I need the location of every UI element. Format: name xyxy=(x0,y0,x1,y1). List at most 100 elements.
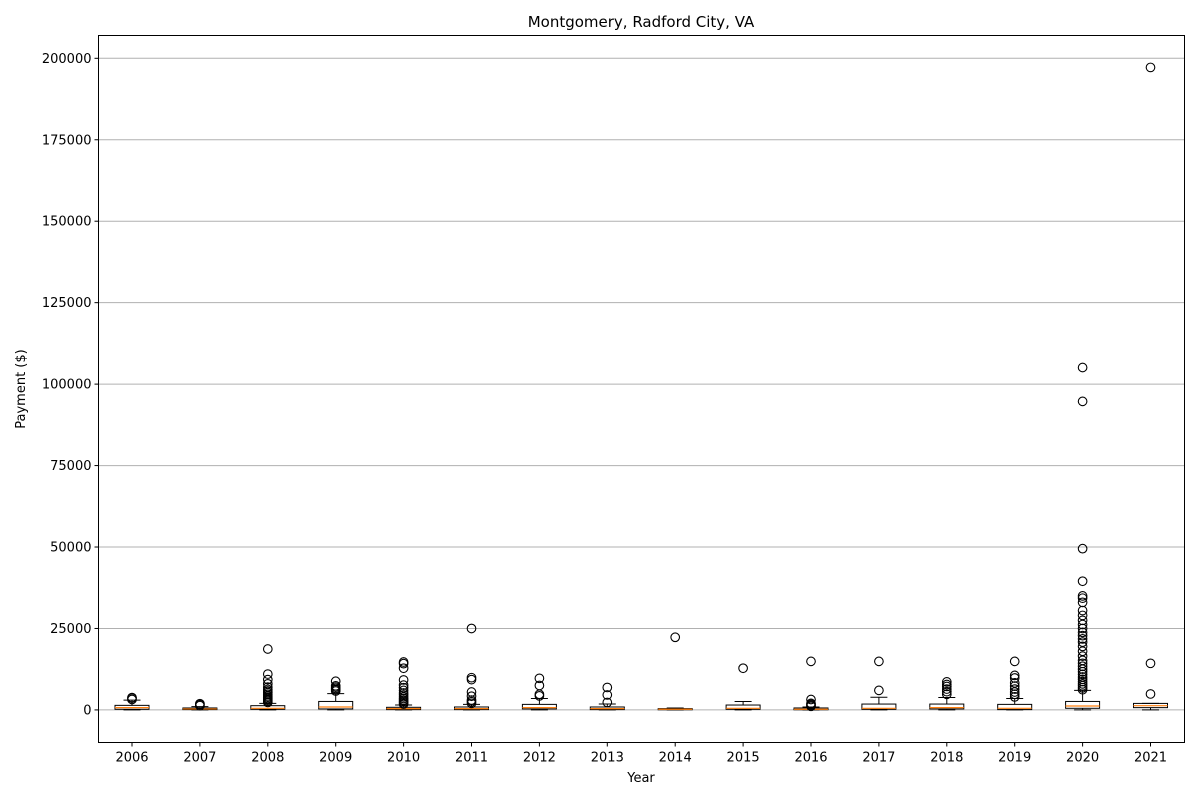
outlier-point xyxy=(398,657,409,667)
outlier-point xyxy=(262,679,273,689)
outlier-point xyxy=(398,685,409,696)
outlier-point xyxy=(1009,673,1020,683)
outlier-point xyxy=(1077,593,1088,604)
outlier-point xyxy=(1077,674,1088,685)
chart-title: Montgomery, Radford City, VA xyxy=(528,13,755,31)
outlier-point xyxy=(262,644,273,654)
box-group-2012 xyxy=(521,673,557,711)
x-tick-label: 2015 xyxy=(727,751,760,766)
iqr-box xyxy=(997,703,1033,711)
outlier-point xyxy=(398,675,409,685)
outlier-point xyxy=(398,688,409,698)
outlier-point xyxy=(262,674,273,685)
outlier-point xyxy=(602,690,613,700)
y-tick-label: 75000 xyxy=(50,459,91,474)
outlier-point xyxy=(398,663,409,674)
x-tick-label: 2014 xyxy=(659,751,692,766)
outlier-point xyxy=(874,656,884,667)
box-group-2017 xyxy=(861,656,897,711)
outlier-point xyxy=(195,698,205,709)
outlier-point xyxy=(1077,627,1088,638)
box-group-2013 xyxy=(589,682,625,711)
plot-frame xyxy=(98,35,1185,743)
x-axis-title: Year xyxy=(626,771,655,786)
iqr-box xyxy=(521,703,557,710)
box-group-2010 xyxy=(386,657,422,711)
outlier-point xyxy=(1077,634,1088,644)
outlier-point xyxy=(466,672,477,683)
x-tick-label: 2006 xyxy=(115,751,148,766)
outlier-point xyxy=(1077,543,1088,554)
outlier-point xyxy=(1077,615,1088,626)
outlier-point xyxy=(602,682,613,693)
iqr-box xyxy=(861,703,897,710)
box-group-2018 xyxy=(929,677,965,711)
x-tick-label: 2009 xyxy=(319,751,352,766)
outlier-point xyxy=(466,623,477,634)
outlier-point xyxy=(127,692,137,703)
outlier-point xyxy=(398,682,409,693)
outlier-point xyxy=(466,687,477,697)
outlier-point xyxy=(1077,597,1088,608)
box-group-2011 xyxy=(454,623,489,711)
y-tick-label: 0 xyxy=(83,703,91,718)
y-tick-label: 175000 xyxy=(42,133,92,148)
outlier-point xyxy=(941,689,952,700)
outlier-point xyxy=(1077,630,1088,641)
box-group-2021 xyxy=(1133,62,1168,711)
box-group-2014 xyxy=(657,632,693,711)
x-tick-label: 2007 xyxy=(183,751,216,766)
outlier-point xyxy=(1009,678,1020,688)
outlier-point xyxy=(1077,679,1088,689)
outlier-point xyxy=(330,680,341,691)
y-tick-label: 150000 xyxy=(42,215,92,230)
outlier-point xyxy=(1077,576,1088,587)
outlier-point xyxy=(806,698,816,709)
outlier-point xyxy=(941,677,952,687)
x-tick-label: 2017 xyxy=(862,751,895,766)
x-tick-label: 2021 xyxy=(1134,751,1167,766)
x-tick-label: 2020 xyxy=(1066,751,1099,766)
iqr-box xyxy=(725,704,761,710)
outlier-point xyxy=(1009,692,1020,702)
box-group-2016 xyxy=(793,656,829,712)
outlier-point xyxy=(534,673,545,684)
outlier-point xyxy=(941,684,952,694)
y-tick-label: 100000 xyxy=(42,378,92,393)
outlier-point xyxy=(738,663,748,674)
x-tick-label: 2010 xyxy=(387,751,420,766)
x-tick-label: 2018 xyxy=(930,751,963,766)
y-tick-label: 200000 xyxy=(42,52,92,67)
x-tick-label: 2016 xyxy=(794,751,827,766)
y-tick-label: 50000 xyxy=(50,541,91,556)
outlier-point xyxy=(1077,651,1088,662)
outlier-point xyxy=(262,684,273,695)
outlier-point xyxy=(941,679,952,690)
x-tick-label: 2019 xyxy=(998,751,1031,766)
outlier-point xyxy=(330,676,341,687)
box-plots xyxy=(114,62,1168,712)
outlier-point xyxy=(1077,672,1088,682)
outlier-point xyxy=(398,680,409,691)
x-tick-label: 2012 xyxy=(523,751,556,766)
outlier-point xyxy=(874,685,884,696)
box-group-2008 xyxy=(250,644,286,711)
iqr-box xyxy=(929,703,965,710)
outlier-point xyxy=(1009,656,1020,667)
y-axis-title: Payment ($) xyxy=(14,349,29,428)
outlier-point xyxy=(1145,62,1156,73)
outlier-point xyxy=(534,680,545,691)
outlier-point xyxy=(1077,676,1088,687)
outlier-point xyxy=(262,682,273,692)
box-group-2009 xyxy=(318,676,354,711)
x-tick-label: 2008 xyxy=(251,751,284,766)
outlier-point xyxy=(1145,689,1156,699)
box-group-2015 xyxy=(725,663,761,711)
outlier-point xyxy=(1077,641,1088,652)
box-group-2019 xyxy=(997,656,1033,711)
outlier-point xyxy=(1009,684,1020,694)
outlier-point xyxy=(1077,661,1088,672)
grid-lines xyxy=(98,57,1185,711)
